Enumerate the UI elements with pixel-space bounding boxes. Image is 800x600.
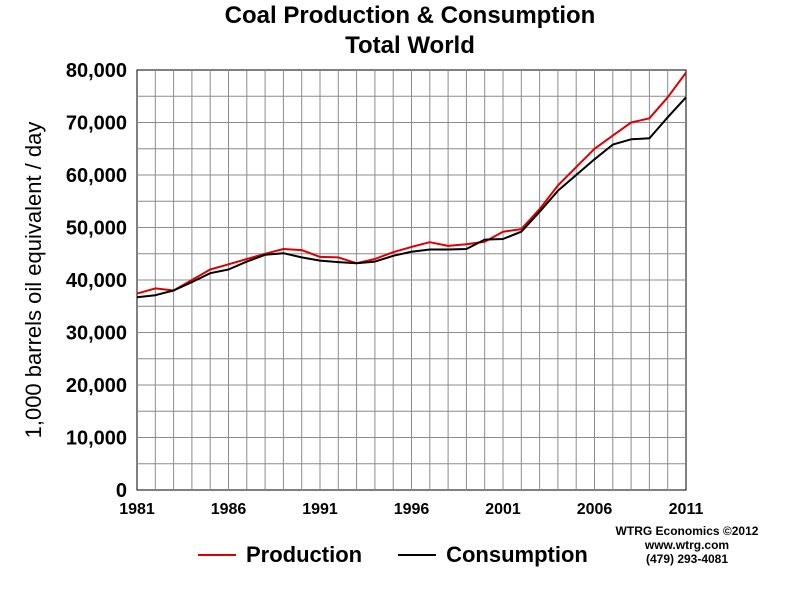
x-tick-label: 2001 [485,501,521,518]
x-tick-label: 1986 [211,501,247,518]
x-tick-label: 1996 [394,501,430,518]
y-tick-label: 70,000 [66,113,127,135]
chart-legend: Production Consumption [198,540,624,570]
chart-subtitle: Total World [345,32,475,59]
y-tick-label: 60,000 [66,165,127,187]
legend-item-consumption: Consumption [398,542,588,568]
chart-grid [136,69,687,491]
legend-swatch-production [198,554,236,556]
x-tick-label: 2006 [577,501,613,518]
legend-swatch-consumption [398,554,437,556]
y-axis-ticks: 0 10,000 20,000 30,000 40,000 50,000 60,000 70,… [66,60,127,502]
series-line-consumption [136,96,687,299]
series-line-production [136,72,687,295]
legend-item-production: Production [198,542,362,568]
y-tick-label: 40,000 [66,270,127,292]
legend-label-production: Production [246,542,363,567]
legend-label-consumption: Consumption [446,542,588,567]
x-tick-label: 1991 [302,501,338,518]
x-tick-label: 2011 [669,501,704,518]
chart-series [136,72,687,299]
credit-line-3: (479) 293-4081 [645,552,729,566]
chart-title: Coal Production & Consumption [224,2,596,29]
x-tick-label: 1981 [119,501,155,518]
credit-line-2: www.wtrg.com [644,538,730,552]
y-tick-label: 10,000 [66,428,127,450]
y-tick-label: 0 [116,480,127,502]
x-axis-ticks: 1981 1986 1991 1996 2001 2006 2011 [119,501,703,518]
source-credit: WTRG Economics ©2012 www.wtrg.com (479) … [602,524,772,566]
y-tick-label: 50,000 [66,218,127,240]
y-tick-label: 30,000 [66,323,127,345]
y-tick-label: 20,000 [66,375,127,397]
credit-line-1: WTRG Economics ©2012 [615,524,759,538]
y-tick-label: 80,000 [66,60,127,82]
